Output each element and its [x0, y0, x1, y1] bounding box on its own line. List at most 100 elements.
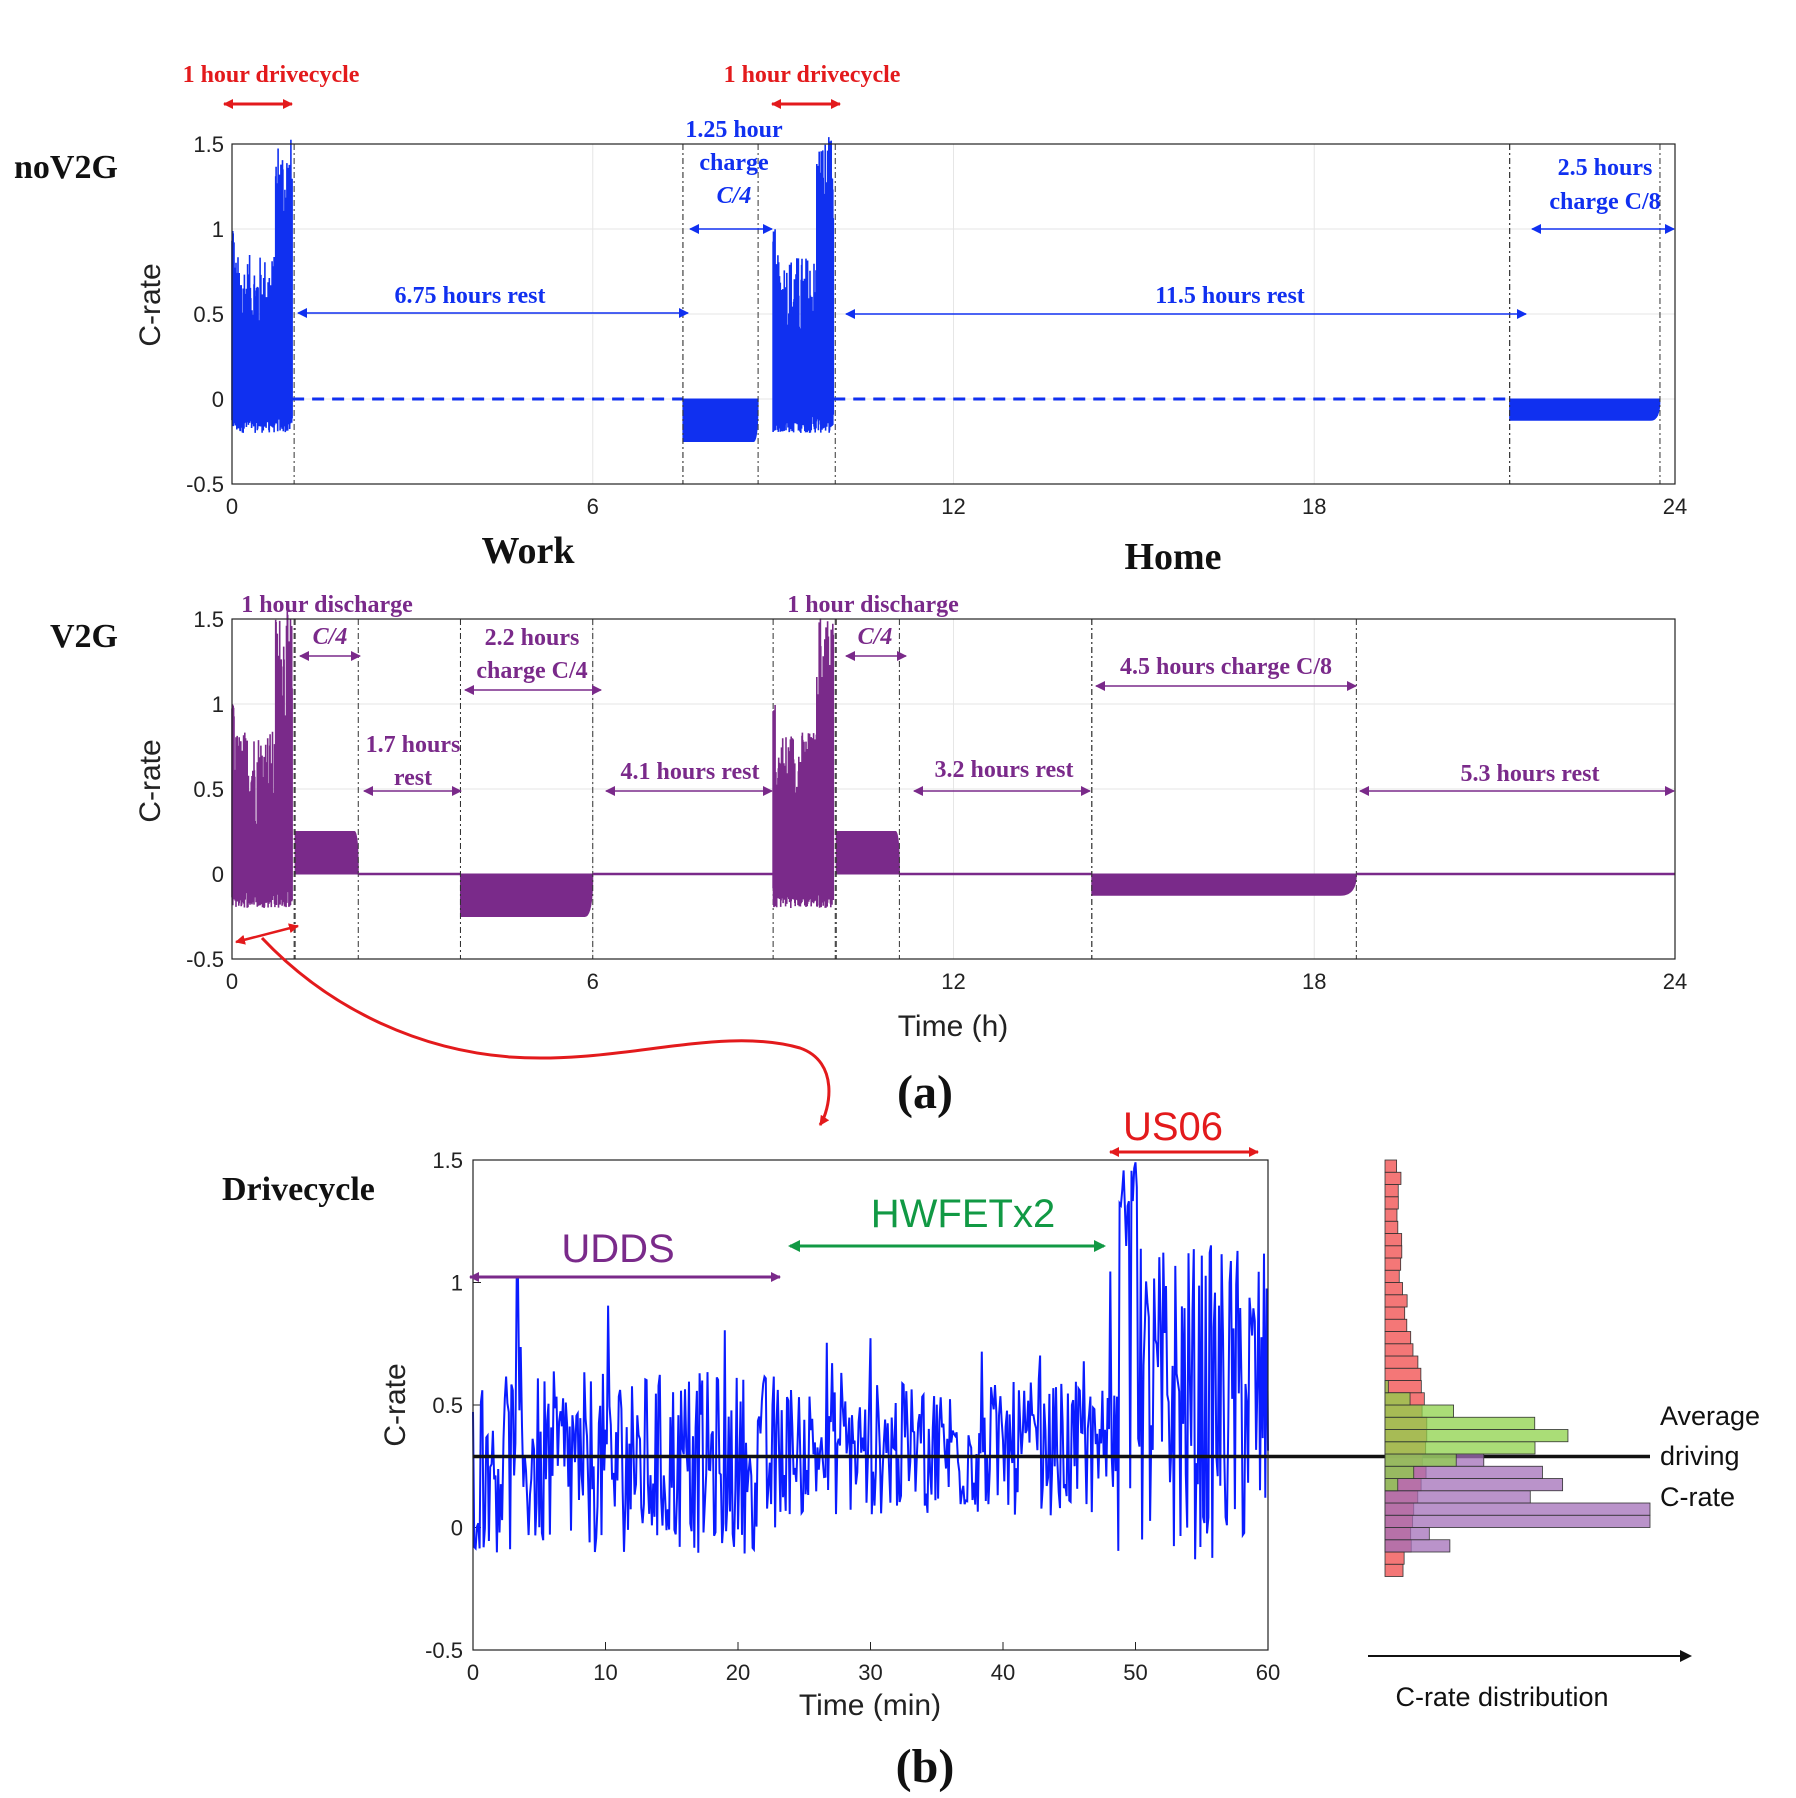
v2g-y-tick-label: 0.5 — [193, 777, 224, 802]
v2g-annotation-rest-3: 3.2 hours rest — [935, 757, 1074, 783]
nov2g-annotation-rest-2: 11.5 hours rest — [1155, 283, 1305, 309]
histogram-bar-us06 — [1384, 1294, 1408, 1308]
histogram — [1384, 1159, 1651, 1577]
histogram-bar-us06 — [1384, 1184, 1399, 1198]
nov2g-y-tick-label: 1.5 — [193, 132, 224, 157]
histogram-bar-udds — [1384, 1514, 1651, 1528]
histogram-bar-us06 — [1384, 1208, 1398, 1222]
drivecycle-chart: Drivecycle C-rate 0 10 20 30 40 50 60-0.500.51… — [222, 1105, 1760, 1722]
nov2g-annotation-rest-1: 6.75 hours rest — [395, 283, 546, 309]
histogram-bar-us06 — [1384, 1196, 1399, 1210]
nov2g-x-tick-label: 24 — [1663, 494, 1687, 519]
caption-b: (b) — [896, 1740, 955, 1793]
nov2g-annotation-charge-2-rate: charge C/8 — [1549, 189, 1660, 215]
v2g-annotation-charge-2: 4.5 hours charge C/8 — [1120, 654, 1332, 680]
average-label-1: Average — [1660, 1401, 1760, 1431]
average-label-2: driving — [1660, 1441, 1740, 1471]
v2g-charge-block — [459, 873, 594, 917]
phase-us06-label: US06 — [1123, 1105, 1223, 1149]
histogram-bar-udds — [1384, 1539, 1451, 1553]
drivecycle-y-tick-label: 0 — [451, 1516, 463, 1541]
histogram-bar-hwfetx2 — [1384, 1478, 1399, 1492]
v2g-annotation-charge-1-rate: charge C/4 — [476, 658, 587, 684]
drivecycle-y-axis-label: C-rate — [379, 1363, 412, 1446]
home-label: Home — [1124, 536, 1221, 578]
v2g-annotation-rest-2: 4.1 hours rest — [621, 759, 760, 785]
v2g-annotation-discharge-1: 1 hour discharge — [241, 592, 413, 618]
drivecycle-x-axis-label: Time (min) — [799, 1689, 941, 1722]
v2g-charge-block — [1091, 873, 1357, 896]
nov2g-annotation-drivecycle-2: 1 hour drivecycle — [724, 62, 901, 88]
histogram-bar-hwfetx2 — [1384, 1380, 1389, 1394]
nov2g-y-tick-label: -0.5 — [186, 472, 224, 497]
nov2g-charge-block — [1509, 398, 1661, 421]
nov2g-y-tick-label: 0 — [212, 387, 224, 412]
nov2g-annotation-charge-word: charge — [699, 150, 769, 176]
histogram-bar-us06 — [1384, 1233, 1403, 1247]
v2g-annotation-discharge-2: 1 hour discharge — [787, 592, 959, 618]
histogram-bar-us06 — [1384, 1318, 1408, 1332]
nov2g-x-tick-label: 6 — [587, 494, 599, 519]
distribution-label: C-rate distribution — [1395, 1682, 1608, 1712]
nov2g-y-axis-label: C-rate — [134, 263, 167, 346]
v2g-discharge-block — [835, 831, 900, 875]
drivecycle-x-tick-label: 20 — [726, 1660, 750, 1685]
phase-udds-label: UDDS — [561, 1227, 674, 1271]
v2g-x-tick-label: 24 — [1663, 969, 1687, 994]
histogram-bar-udds — [1384, 1527, 1430, 1541]
v2g-y-tick-label: -0.5 — [186, 947, 224, 972]
histogram-bar-us06 — [1384, 1331, 1412, 1345]
histogram-bar-udds — [1384, 1478, 1564, 1492]
v2g-annotation-discharge-1-rate: C/4 — [313, 624, 348, 650]
drivecycle-x-tick-label: 50 — [1123, 1660, 1147, 1685]
v2g-annotations: 1 hour discharge C/4 1.7 hours rest 2.2 … — [241, 592, 1675, 796]
nov2g-charge-block — [682, 398, 759, 442]
average-label-3: C-rate — [1660, 1482, 1735, 1512]
v2g-x-tick-label: 18 — [1302, 969, 1326, 994]
v2g-y-tick-label: 1 — [212, 692, 224, 717]
nov2g-chart: noV2G C-rate 0 6 12 18 24-0.500.511.5 1 hour… — [14, 62, 1687, 519]
zoom-curved-arrow — [260, 936, 831, 1126]
nov2g-annotation-charge-rate: C/4 — [717, 183, 752, 209]
nov2g-y-tick-label: 0.5 — [193, 302, 224, 327]
v2g-discharge-block — [294, 831, 359, 875]
nov2g-x-tick-label: 12 — [941, 494, 965, 519]
drivecycle-y-tick-label: 0.5 — [432, 1393, 463, 1418]
v2g-chart: V2G C-rate 0 6 12 18 24-0.500.511.5 Time (h)… — [50, 592, 1687, 1126]
histogram-bar-hwfetx2 — [1384, 1392, 1411, 1406]
v2g-annotation-charge-1-hours: 2.2 hours — [485, 625, 580, 651]
caption-a: (a) — [897, 1066, 953, 1119]
v2g-annotation-rest-1-hours: 1.7 hours — [366, 732, 461, 758]
nov2g-annotation-charge-hours: 1.25 hour — [685, 117, 783, 143]
histogram-bar-udds — [1384, 1490, 1531, 1504]
histogram-bar-us06 — [1384, 1355, 1419, 1369]
histogram-bar-hwfetx2 — [1384, 1453, 1457, 1467]
drivecycle-plot-frame — [472, 1159, 1269, 1651]
drivecycle-y-tick-label: -0.5 — [425, 1638, 463, 1663]
histogram-bar-us06 — [1384, 1563, 1404, 1577]
histogram-bar-us06 — [1384, 1245, 1403, 1259]
histogram-bar-us06 — [1384, 1171, 1402, 1185]
histogram-bar-us06 — [1384, 1282, 1403, 1296]
v2g-annotation-rest-1-word: rest — [394, 765, 432, 791]
v2g-y-tick-label: 1.5 — [193, 607, 224, 632]
drivecycle-label: Drivecycle — [222, 1171, 375, 1208]
v2g-y-axis-label: C-rate — [134, 739, 167, 822]
v2g-label: V2G — [50, 618, 118, 655]
v2g-drivecycle-trace — [772, 618, 835, 908]
nov2g-drivecycle-trace — [772, 137, 835, 433]
drivecycle-x-tick-label: 60 — [1256, 1660, 1280, 1685]
nov2g-annotation-charge-2-hours: 2.5 hours — [1558, 155, 1653, 181]
v2g-annotation-rest-4: 5.3 hours rest — [1461, 761, 1600, 787]
drivecycle-x-tick-label: 10 — [593, 1660, 617, 1685]
drivecycle-x-tick-label: 30 — [858, 1660, 882, 1685]
histogram-bar-us06 — [1384, 1257, 1402, 1271]
drivecycle-y-tick-label: 1 — [451, 1271, 463, 1296]
v2g-x-tick-label: 0 — [226, 969, 238, 994]
histogram-bar-hwfetx2 — [1384, 1416, 1536, 1430]
drivecycle-trace — [472, 1162, 1269, 1560]
v2g-annotation-discharge-2-rate: C/4 — [858, 624, 893, 650]
v2g-x-tick-label: 6 — [587, 969, 599, 994]
histogram-bar-us06 — [1384, 1306, 1406, 1320]
